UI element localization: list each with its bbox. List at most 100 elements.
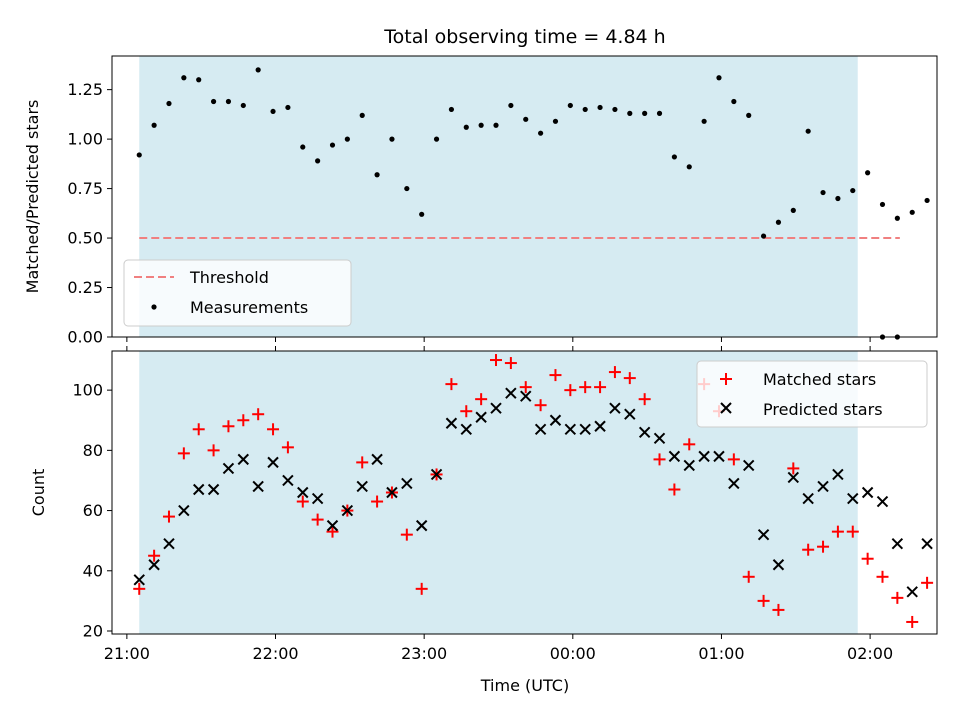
matched-star-point bbox=[460, 405, 473, 418]
matched-star-point bbox=[772, 603, 785, 616]
predicted-star-point bbox=[906, 586, 918, 598]
bottom-y-axis-label: Count bbox=[29, 469, 48, 517]
matched-star-point bbox=[653, 453, 666, 466]
matched-star-point bbox=[668, 483, 681, 496]
matched-star-point bbox=[400, 528, 413, 541]
measurement-point bbox=[493, 122, 499, 128]
predicted-star-point bbox=[564, 423, 577, 435]
matched-star-point bbox=[148, 549, 161, 562]
measurement-point bbox=[835, 195, 841, 202]
legend-matched-label: Matched stars bbox=[763, 370, 876, 389]
measurement-point bbox=[790, 207, 796, 213]
bottom-ytick-label-2: 60 bbox=[83, 501, 103, 520]
bottom-ytick-label-4: 100 bbox=[72, 381, 103, 400]
measurement-point bbox=[746, 112, 752, 118]
predicted-star-point bbox=[386, 486, 398, 499]
measurement-point bbox=[166, 100, 172, 107]
top-ytick-label-3: 0.75 bbox=[67, 179, 103, 198]
matched-star-point bbox=[504, 357, 517, 370]
measurement-point bbox=[374, 172, 380, 178]
predicted-star-point bbox=[534, 423, 547, 435]
measurement-point bbox=[270, 108, 276, 115]
predicted-star-point bbox=[311, 492, 324, 505]
predicted-star-point bbox=[609, 402, 621, 414]
measurement-point bbox=[701, 118, 707, 124]
measurement-point bbox=[612, 106, 618, 113]
matched-star-point bbox=[162, 510, 175, 523]
measurement-point bbox=[538, 130, 544, 136]
x-axis-label: Time (UTC) bbox=[480, 676, 569, 695]
predicted-star-point bbox=[326, 519, 339, 532]
predicted-star-point bbox=[193, 483, 205, 496]
matched-star-point bbox=[757, 594, 770, 607]
matched-star-point bbox=[921, 576, 934, 589]
matched-star-point bbox=[831, 525, 844, 538]
matched-star-point bbox=[594, 381, 607, 394]
xtick-label-1: 22:00 bbox=[252, 644, 298, 663]
matched-star-point bbox=[846, 525, 859, 538]
bottom-x-ticks: 21:00 22:00 23:00 00:00 01:00 02:00 bbox=[104, 346, 893, 663]
matched-star-point bbox=[564, 384, 577, 397]
measurement-point bbox=[567, 102, 573, 109]
legend-threshold-label: Threshold bbox=[189, 268, 269, 287]
predicted-star-point bbox=[743, 459, 755, 472]
predicted-star-point bbox=[698, 450, 710, 463]
measurement-point bbox=[850, 187, 856, 194]
measurement-point bbox=[419, 211, 425, 217]
predicted-star-point bbox=[222, 462, 235, 475]
predicted-star-point bbox=[847, 492, 859, 505]
matched-star-point bbox=[237, 414, 250, 427]
measurement-point bbox=[433, 136, 440, 142]
predicted-star-point bbox=[371, 453, 383, 466]
measurement-point bbox=[686, 164, 692, 170]
predicted-star-point bbox=[133, 574, 145, 586]
predicted-star-point bbox=[802, 492, 814, 505]
predicted-star-point bbox=[921, 537, 933, 550]
measurement-point bbox=[359, 112, 365, 118]
top-y-axis-label: Matched/Predicted stars bbox=[23, 100, 42, 294]
measurement-point bbox=[448, 106, 455, 113]
measurement-point bbox=[731, 98, 737, 105]
measurement-point bbox=[285, 104, 291, 111]
xtick-label-3: 00:00 bbox=[550, 644, 596, 663]
measurement-point bbox=[508, 102, 514, 109]
matched-star-point bbox=[534, 399, 547, 412]
measurement-point bbox=[805, 128, 811, 134]
legend-predicted-label: Predicted stars bbox=[763, 400, 883, 419]
predicted-star-point bbox=[713, 450, 725, 463]
predicted-star-point bbox=[594, 420, 606, 432]
matched-star-point bbox=[787, 462, 800, 475]
measurement-point bbox=[344, 136, 350, 142]
predicted-star-point bbox=[430, 468, 443, 481]
predicted-star-point bbox=[252, 480, 264, 493]
matched-star-point bbox=[861, 552, 874, 565]
matched-star-point bbox=[252, 408, 265, 421]
bottom-axes-frame bbox=[111, 350, 938, 635]
top-ytick-label-2: 0.50 bbox=[67, 229, 103, 248]
predicted-star-point bbox=[757, 528, 770, 541]
bottom-y-ticks: 20 40 60 80 100 bbox=[72, 381, 112, 640]
measurement-point bbox=[865, 170, 871, 176]
matched-star-point bbox=[490, 354, 503, 367]
predicted-star-point bbox=[148, 559, 160, 571]
matched-stars-points bbox=[133, 354, 934, 628]
matched-star-point bbox=[579, 381, 592, 394]
predicted-star-point bbox=[549, 414, 562, 426]
legend-matched-swatch bbox=[720, 373, 732, 385]
predicted-star-point bbox=[401, 477, 413, 490]
matched-star-point bbox=[296, 495, 309, 508]
top-axes-frame bbox=[111, 55, 938, 338]
matched-star-point bbox=[519, 381, 532, 394]
measurement-point bbox=[523, 116, 529, 122]
measurement-point bbox=[315, 158, 321, 164]
predicted-star-point bbox=[237, 453, 250, 466]
matched-star-point bbox=[876, 570, 889, 583]
legend-measurements-swatch bbox=[151, 304, 157, 310]
legend-measurements-label: Measurements bbox=[190, 298, 308, 317]
top-y-ticks: 0.00 0.25 0.50 0.75 1.00 1.25 bbox=[67, 80, 112, 347]
measurement-point bbox=[151, 122, 157, 128]
matched-star-point bbox=[311, 513, 324, 526]
measurement-point bbox=[627, 110, 633, 116]
measurement-point bbox=[136, 152, 142, 158]
